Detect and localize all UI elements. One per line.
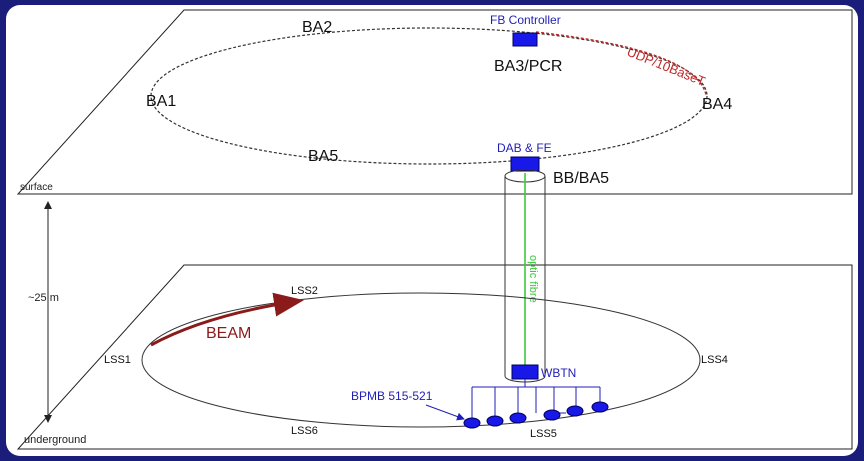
fb-controller-label: FB Controller (490, 13, 561, 27)
surface-plane (16, 9, 853, 195)
bpm-monitor-icon (463, 417, 481, 429)
bpm-monitor-icon (566, 405, 584, 417)
underground-plane (16, 264, 853, 450)
bpm-monitor-icon (509, 412, 527, 424)
ba3-pcr-label: BA3/PCR (494, 58, 562, 75)
ba2-label: BA2 (302, 19, 332, 36)
ba5-label: BA5 (308, 148, 338, 165)
ba4-label: BA4 (702, 96, 732, 113)
underground-ring (141, 292, 701, 428)
surface-ring (150, 27, 708, 165)
bpmb-label: BPMB 515-521 (351, 389, 433, 403)
bpm-monitor-icon (543, 409, 561, 421)
udp-link-label: UDP/10BaseT (625, 44, 708, 89)
lss6-label: LSS6 (291, 425, 318, 437)
diagram-panel: surface UDP/10BaseT BA2 BA1 BA3/PCR BA4 … (6, 5, 858, 456)
surface-plane-label: surface (20, 182, 53, 193)
optic-fibre-label: optic fibre (527, 255, 539, 303)
controller-box-icon (512, 32, 538, 47)
ba1-label: BA1 (146, 93, 176, 110)
underground-plane-label: underground (24, 434, 86, 446)
beam-label: BEAM (206, 325, 251, 342)
beam-arrow (150, 292, 304, 347)
wbtn-box-icon (511, 364, 539, 380)
dab-fe-label: DAB & FE (497, 141, 552, 155)
bpmb-arrow (425, 404, 465, 421)
wbtn-label: WBTN (541, 366, 576, 380)
lss1-label: LSS1 (104, 354, 131, 366)
lss2-label: LSS2 (291, 285, 318, 297)
lss5-label: LSS5 (530, 428, 557, 440)
lss4-label: LSS4 (701, 354, 728, 366)
dab-fe-box-icon (510, 156, 540, 172)
bpm-monitor-icon (486, 415, 504, 427)
sps-feedback-diagram: surface UDP/10BaseT BA2 BA1 BA3/PCR BA4 … (16, 9, 853, 450)
bb-ba5-label: BB/BA5 (553, 170, 609, 187)
udp-link-arc (535, 31, 707, 96)
depth-label: ~25 m (28, 292, 59, 304)
bpm-monitor-icon (591, 401, 609, 413)
